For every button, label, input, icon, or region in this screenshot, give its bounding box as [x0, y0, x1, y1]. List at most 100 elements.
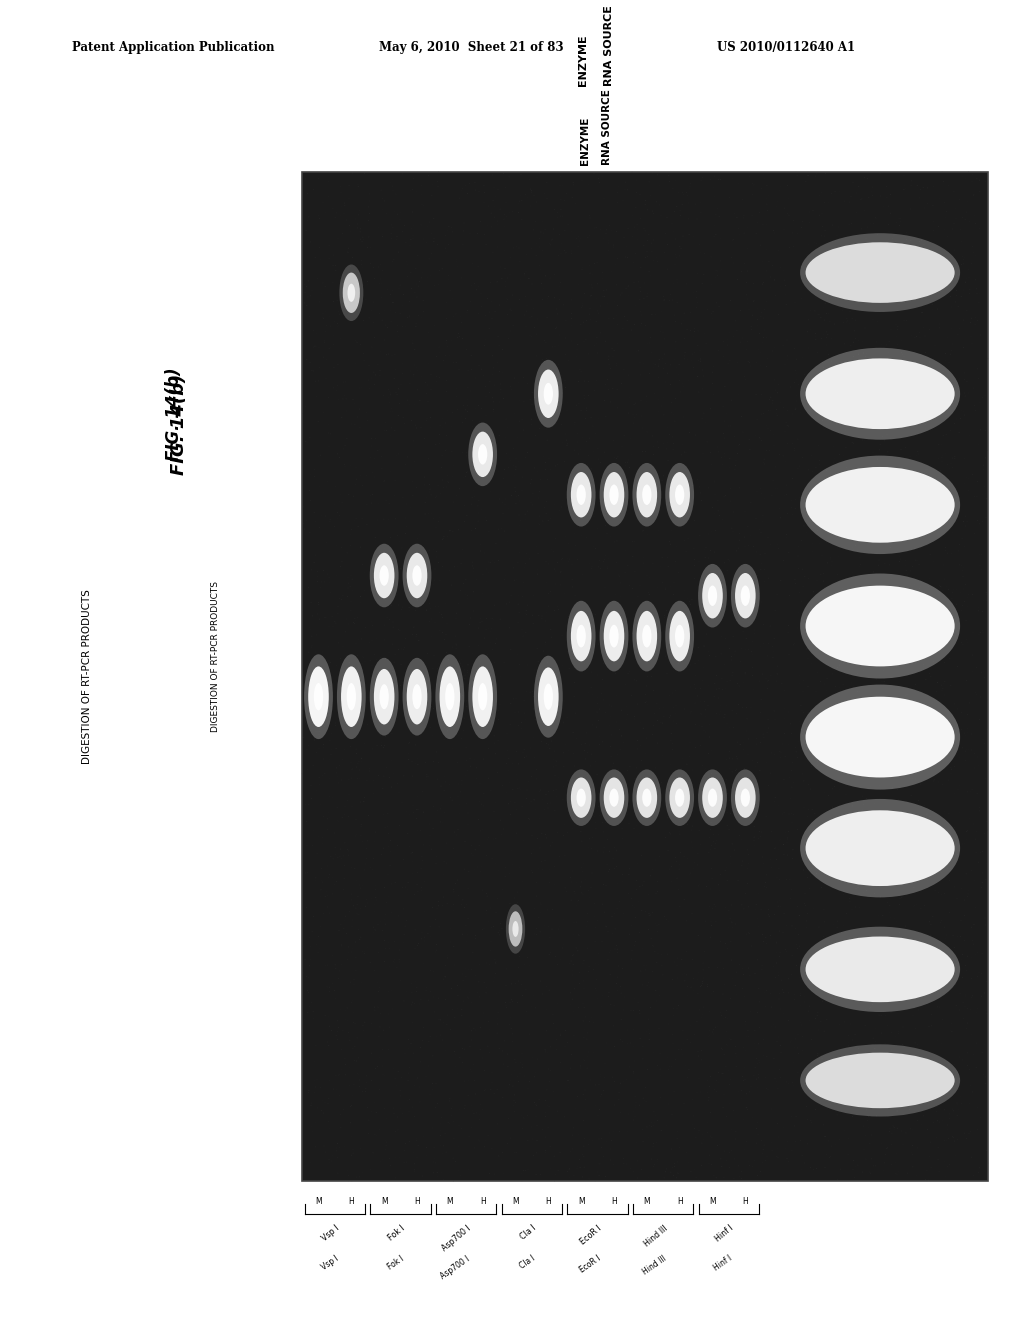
Point [878, 758, 894, 779]
Point [939, 1118, 955, 1139]
Point [605, 346, 622, 367]
Point [337, 371, 353, 392]
Text: M: M [512, 1197, 519, 1206]
Point [479, 693, 496, 714]
Point [755, 793, 771, 814]
Point [382, 172, 398, 193]
Point [642, 568, 658, 589]
Point [897, 178, 913, 199]
Point [567, 1130, 584, 1151]
Point [641, 261, 657, 282]
Point [556, 590, 572, 611]
Point [327, 837, 343, 858]
Point [500, 907, 516, 928]
Point [796, 771, 812, 792]
Point [474, 1115, 490, 1137]
Point [513, 1163, 529, 1184]
Point [438, 1142, 455, 1163]
Point [395, 672, 412, 693]
Point [899, 684, 915, 705]
Point [734, 850, 751, 871]
Point [624, 578, 640, 599]
Point [444, 636, 461, 657]
Point [458, 399, 474, 420]
Point [845, 331, 861, 352]
Point [859, 1110, 876, 1131]
Point [844, 659, 860, 680]
Text: May 6, 2010  Sheet 21 of 83: May 6, 2010 Sheet 21 of 83 [379, 41, 563, 54]
Point [777, 939, 794, 960]
Point [353, 656, 370, 677]
Point [936, 219, 952, 240]
Point [344, 1085, 360, 1106]
Point [340, 841, 356, 862]
Point [614, 871, 631, 892]
Point [923, 667, 939, 688]
Point [479, 409, 496, 430]
Point [916, 326, 933, 347]
Point [699, 1069, 716, 1090]
Point [574, 1048, 591, 1069]
Point [551, 599, 567, 620]
Point [702, 1126, 719, 1147]
Point [553, 414, 569, 436]
Point [931, 1162, 947, 1183]
Point [610, 605, 627, 626]
Point [386, 652, 402, 673]
Point [922, 319, 938, 341]
Point [746, 1056, 763, 1077]
Point [648, 883, 665, 904]
Point [450, 985, 466, 1006]
Point [535, 350, 551, 371]
Point [739, 1020, 756, 1041]
Point [847, 1156, 863, 1177]
Point [772, 445, 788, 466]
Point [388, 1076, 404, 1097]
Point [581, 385, 597, 407]
Point [328, 958, 344, 979]
Point [771, 498, 787, 519]
Point [822, 878, 839, 899]
Point [918, 696, 934, 717]
Point [387, 871, 403, 892]
Point [414, 268, 430, 289]
Point [752, 760, 768, 781]
Point [695, 997, 712, 1018]
Point [739, 484, 756, 506]
Point [557, 372, 573, 393]
Point [702, 1098, 719, 1119]
Point [502, 264, 518, 285]
Point [355, 1020, 372, 1041]
Point [449, 635, 465, 656]
Point [305, 319, 322, 341]
Point [501, 327, 517, 348]
Point [593, 1129, 609, 1150]
Point [317, 202, 334, 223]
Point [379, 420, 395, 441]
Point [432, 1010, 449, 1031]
Point [791, 731, 807, 752]
Point [918, 459, 934, 480]
Point [358, 1072, 375, 1093]
Point [581, 775, 597, 796]
Point [708, 911, 724, 932]
Point [505, 201, 521, 222]
Point [837, 1121, 853, 1142]
Point [377, 1130, 393, 1151]
Point [928, 957, 944, 978]
Point [739, 238, 756, 259]
Point [877, 770, 893, 791]
Point [425, 539, 441, 560]
Point [365, 667, 381, 688]
Point [660, 652, 677, 673]
Point [446, 726, 463, 747]
Point [466, 1138, 482, 1159]
Point [690, 638, 707, 659]
Point [692, 677, 709, 698]
Point [344, 937, 360, 958]
Point [729, 207, 745, 228]
Point [489, 1014, 506, 1035]
Point [978, 810, 994, 832]
Point [792, 994, 808, 1015]
Point [934, 1008, 950, 1030]
